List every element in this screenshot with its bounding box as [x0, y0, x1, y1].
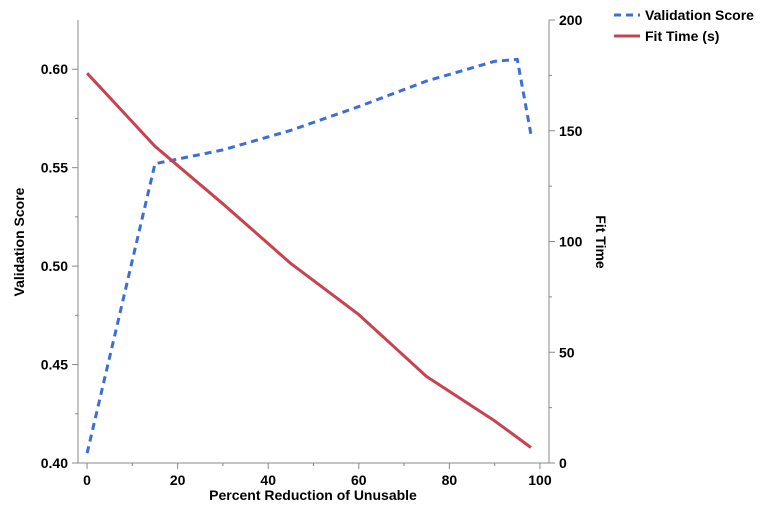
x-tick-label: 0	[83, 472, 91, 488]
right-y-tick-label: 0	[559, 455, 567, 471]
x-axis-title: Percent Reduction of Unusable	[209, 487, 417, 503]
left-y-tick-label: 0.45	[41, 357, 68, 373]
left-y-tick-label: 0.40	[41, 455, 68, 471]
legend-label-validation-score: Validation Score	[645, 7, 754, 23]
legend: Validation Score Fit Time (s)	[614, 7, 754, 44]
right-y-axis-ticks: 0 50 100 150 200	[549, 12, 583, 471]
x-tick-label: 80	[442, 472, 458, 488]
left-y-tick-label: 0.55	[41, 160, 68, 176]
left-y-tick-label: 0.50	[41, 258, 68, 274]
x-axis-ticks: 0 20 40 60 80 100	[83, 463, 552, 488]
left-y-axis-title: Validation Score	[11, 187, 27, 296]
right-y-tick-label: 50	[559, 344, 575, 360]
series-layer	[85, 57, 533, 454]
left-y-axis-ticks: 0.40 0.45 0.50 0.55 0.60	[41, 61, 78, 471]
series-line-fit-time-s	[86, 72, 532, 449]
x-tick-label: 20	[170, 472, 186, 488]
right-y-tick-label: 200	[559, 12, 583, 28]
x-tick-label: 60	[351, 472, 367, 488]
right-y-tick-label: 100	[559, 234, 583, 250]
plot-area	[77, 20, 550, 464]
series-line-validation-score	[85, 57, 533, 454]
left-y-tick-label: 0.60	[41, 61, 68, 77]
legend-label-fit-time: Fit Time (s)	[645, 28, 719, 44]
x-tick-label: 100	[528, 472, 552, 488]
right-y-axis-title: Fit Time	[593, 215, 609, 269]
x-tick-label: 40	[260, 472, 276, 488]
right-y-tick-label: 150	[559, 123, 583, 139]
